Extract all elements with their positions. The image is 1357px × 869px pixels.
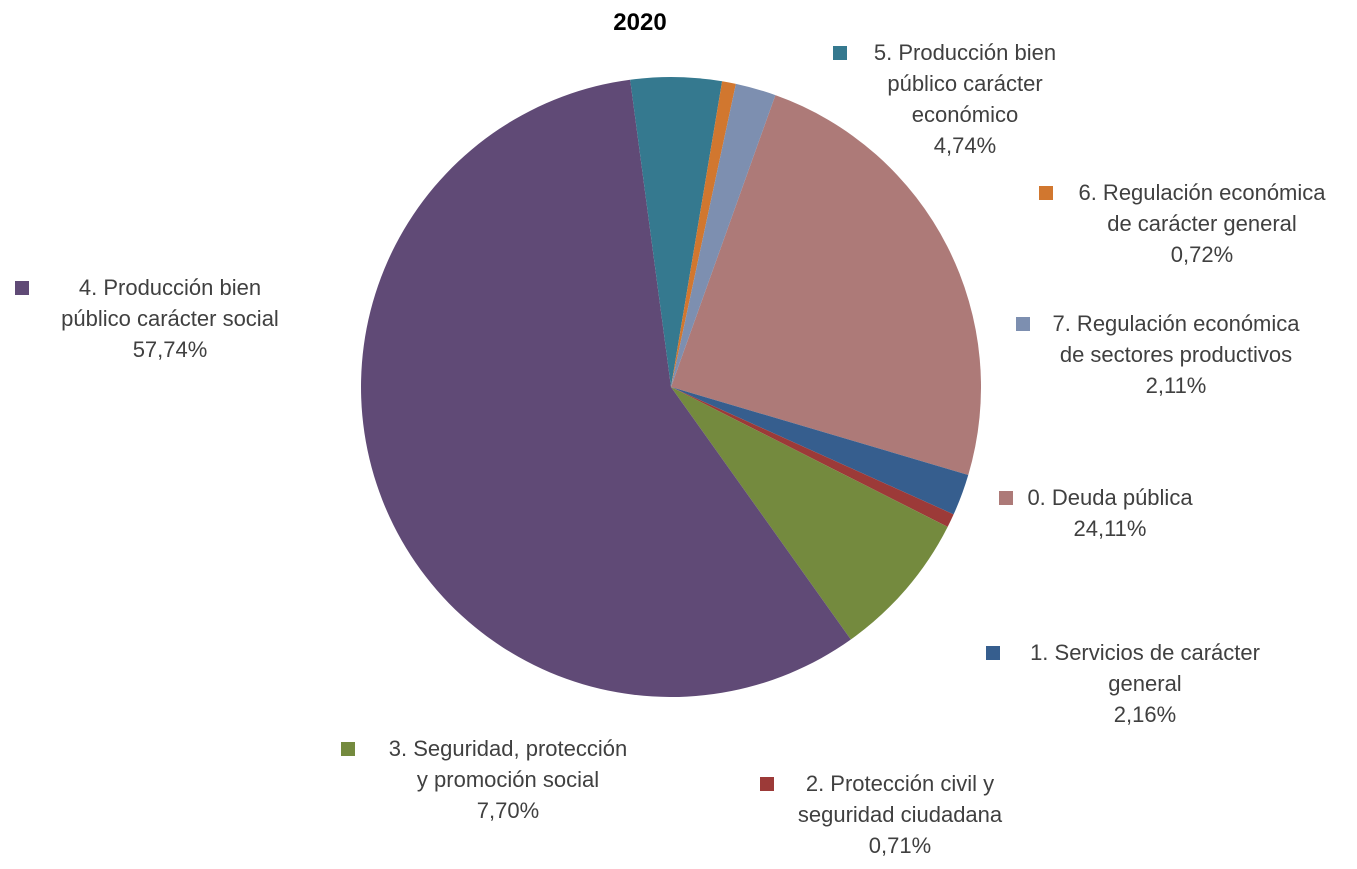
slice-category-label: 4. Producción bien <box>79 275 261 300</box>
slice-value-label: 2,16% <box>1114 702 1176 727</box>
pie-slice <box>671 387 969 515</box>
slice-value-label: 2,11% <box>1146 373 1207 398</box>
slice-category-label: de sectores productivos <box>1060 342 1292 367</box>
slice-category-label: seguridad ciudadana <box>798 802 1003 827</box>
slice-category-label: 7. Regulación económica <box>1052 311 1300 336</box>
slice-category-label: económico <box>912 102 1018 127</box>
slice-category-label: 1. Servicios de carácter <box>1030 640 1260 665</box>
legend-marker <box>1016 317 1030 331</box>
slice-category-label: 2. Protección civil y <box>806 771 994 796</box>
legend-marker <box>760 777 774 791</box>
slice-category-label: público carácter <box>887 71 1042 96</box>
slice-category-label: de carácter general <box>1107 211 1297 236</box>
pie-slices <box>361 76 982 697</box>
slice-value-label: 24,11% <box>1074 516 1147 541</box>
pie-slice <box>361 79 851 697</box>
slice-labels: 0. Deuda pública 24,11% 1. Servicios de ca… <box>15 40 1326 858</box>
pie-slice <box>671 83 776 388</box>
slice-category-label: 0. Deuda pública <box>1027 485 1193 510</box>
slice-category-label: 6. Regulación económica <box>1078 180 1326 205</box>
slice-value-label: 7,70% <box>477 798 539 823</box>
legend-marker <box>986 646 1000 660</box>
slice-category-label: 3. Seguridad, protección <box>389 736 628 761</box>
slice-category-label: público carácter social <box>61 306 279 331</box>
legend-marker <box>1039 186 1053 200</box>
legend-marker <box>15 281 29 295</box>
pie-slice <box>671 95 982 475</box>
slice-category-label: 5. Producción bien <box>874 40 1056 65</box>
legend-marker <box>341 742 355 756</box>
pie-slice <box>630 76 723 388</box>
slice-category-label: y promoción social <box>417 767 599 792</box>
pie-slice <box>671 81 736 388</box>
slice-category-label: general <box>1108 671 1181 696</box>
chart-title: 2020 <box>613 9 666 36</box>
pie-slice <box>671 387 954 527</box>
slice-value-label: 0,72% <box>1171 242 1233 267</box>
legend-marker <box>999 491 1013 505</box>
pie-slice <box>671 387 948 640</box>
slice-value-label: 57,74% <box>133 337 208 362</box>
slice-value-label: 4,74% <box>934 133 996 158</box>
slice-value-label: 0,71% <box>869 833 931 858</box>
legend-marker <box>833 46 847 60</box>
